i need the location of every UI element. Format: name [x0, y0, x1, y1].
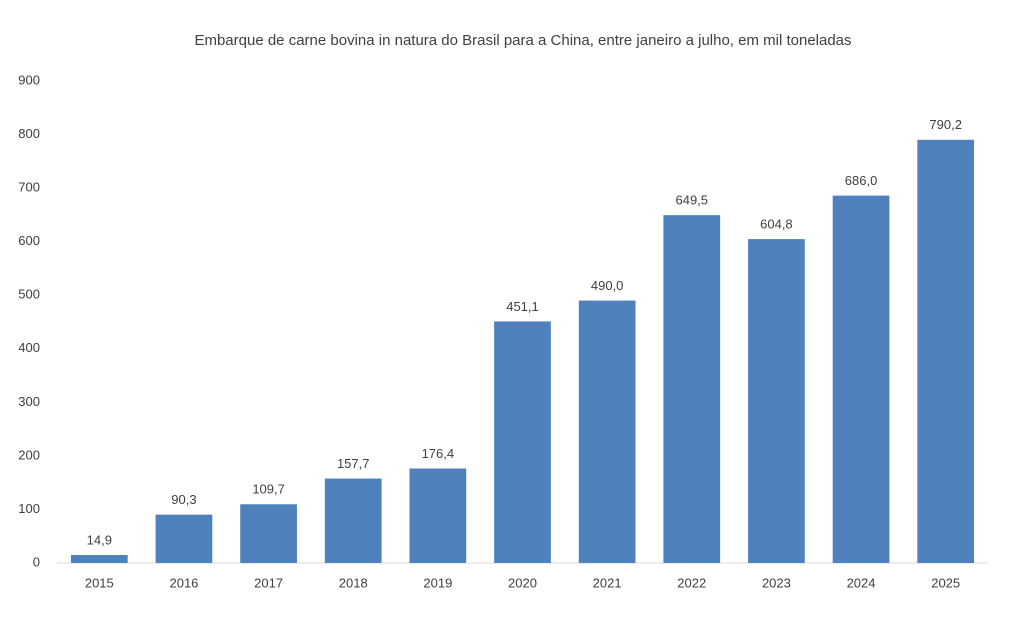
bar [324, 478, 382, 563]
data-label: 686,0 [845, 173, 878, 188]
bar [494, 321, 551, 563]
x-tick-label: 2020 [508, 575, 537, 590]
y-tick-label: 100 [18, 501, 40, 516]
bar [578, 300, 636, 563]
x-tick-label: 2022 [677, 575, 706, 590]
y-tick-label: 800 [18, 126, 40, 141]
bar [663, 215, 721, 563]
data-label: 790,2 [929, 117, 962, 132]
bar [748, 239, 805, 563]
data-label: 490,0 [591, 278, 624, 293]
y-tick-label: 200 [18, 447, 40, 462]
data-label: 14,9 [87, 532, 112, 547]
y-tick-label: 400 [18, 340, 40, 355]
bar [70, 555, 128, 563]
data-label: 157,7 [337, 456, 370, 471]
y-tick-label: 600 [18, 233, 40, 248]
x-tick-label: 2023 [762, 575, 791, 590]
bar [409, 468, 467, 563]
bar [155, 514, 213, 563]
data-label: 604,8 [760, 217, 793, 232]
x-tick-label: 2019 [423, 575, 452, 590]
data-label: 90,3 [171, 492, 196, 507]
x-tick-label: 2021 [593, 575, 622, 590]
data-label: 649,5 [675, 193, 708, 208]
bar [917, 139, 975, 563]
x-tick-label: 2025 [931, 575, 960, 590]
data-label: 109,7 [252, 482, 285, 497]
y-tick-label: 300 [18, 394, 40, 409]
chart-title: Embarque de carne bovina in natura do Br… [194, 32, 851, 49]
y-tick-label: 900 [18, 72, 40, 87]
x-tick-label: 2015 [85, 575, 114, 590]
x-tick-label: 2016 [169, 575, 198, 590]
x-tick-label: 2017 [254, 575, 283, 590]
x-tick-label: 2024 [847, 575, 876, 590]
bar [240, 504, 297, 563]
data-label: 451,1 [506, 299, 539, 314]
y-tick-label: 0 [33, 554, 40, 569]
data-label: 176,4 [422, 446, 455, 461]
y-tick-label: 500 [18, 287, 40, 302]
bar [832, 195, 890, 563]
y-tick-label: 700 [18, 180, 40, 195]
x-tick-label: 2018 [339, 575, 368, 590]
